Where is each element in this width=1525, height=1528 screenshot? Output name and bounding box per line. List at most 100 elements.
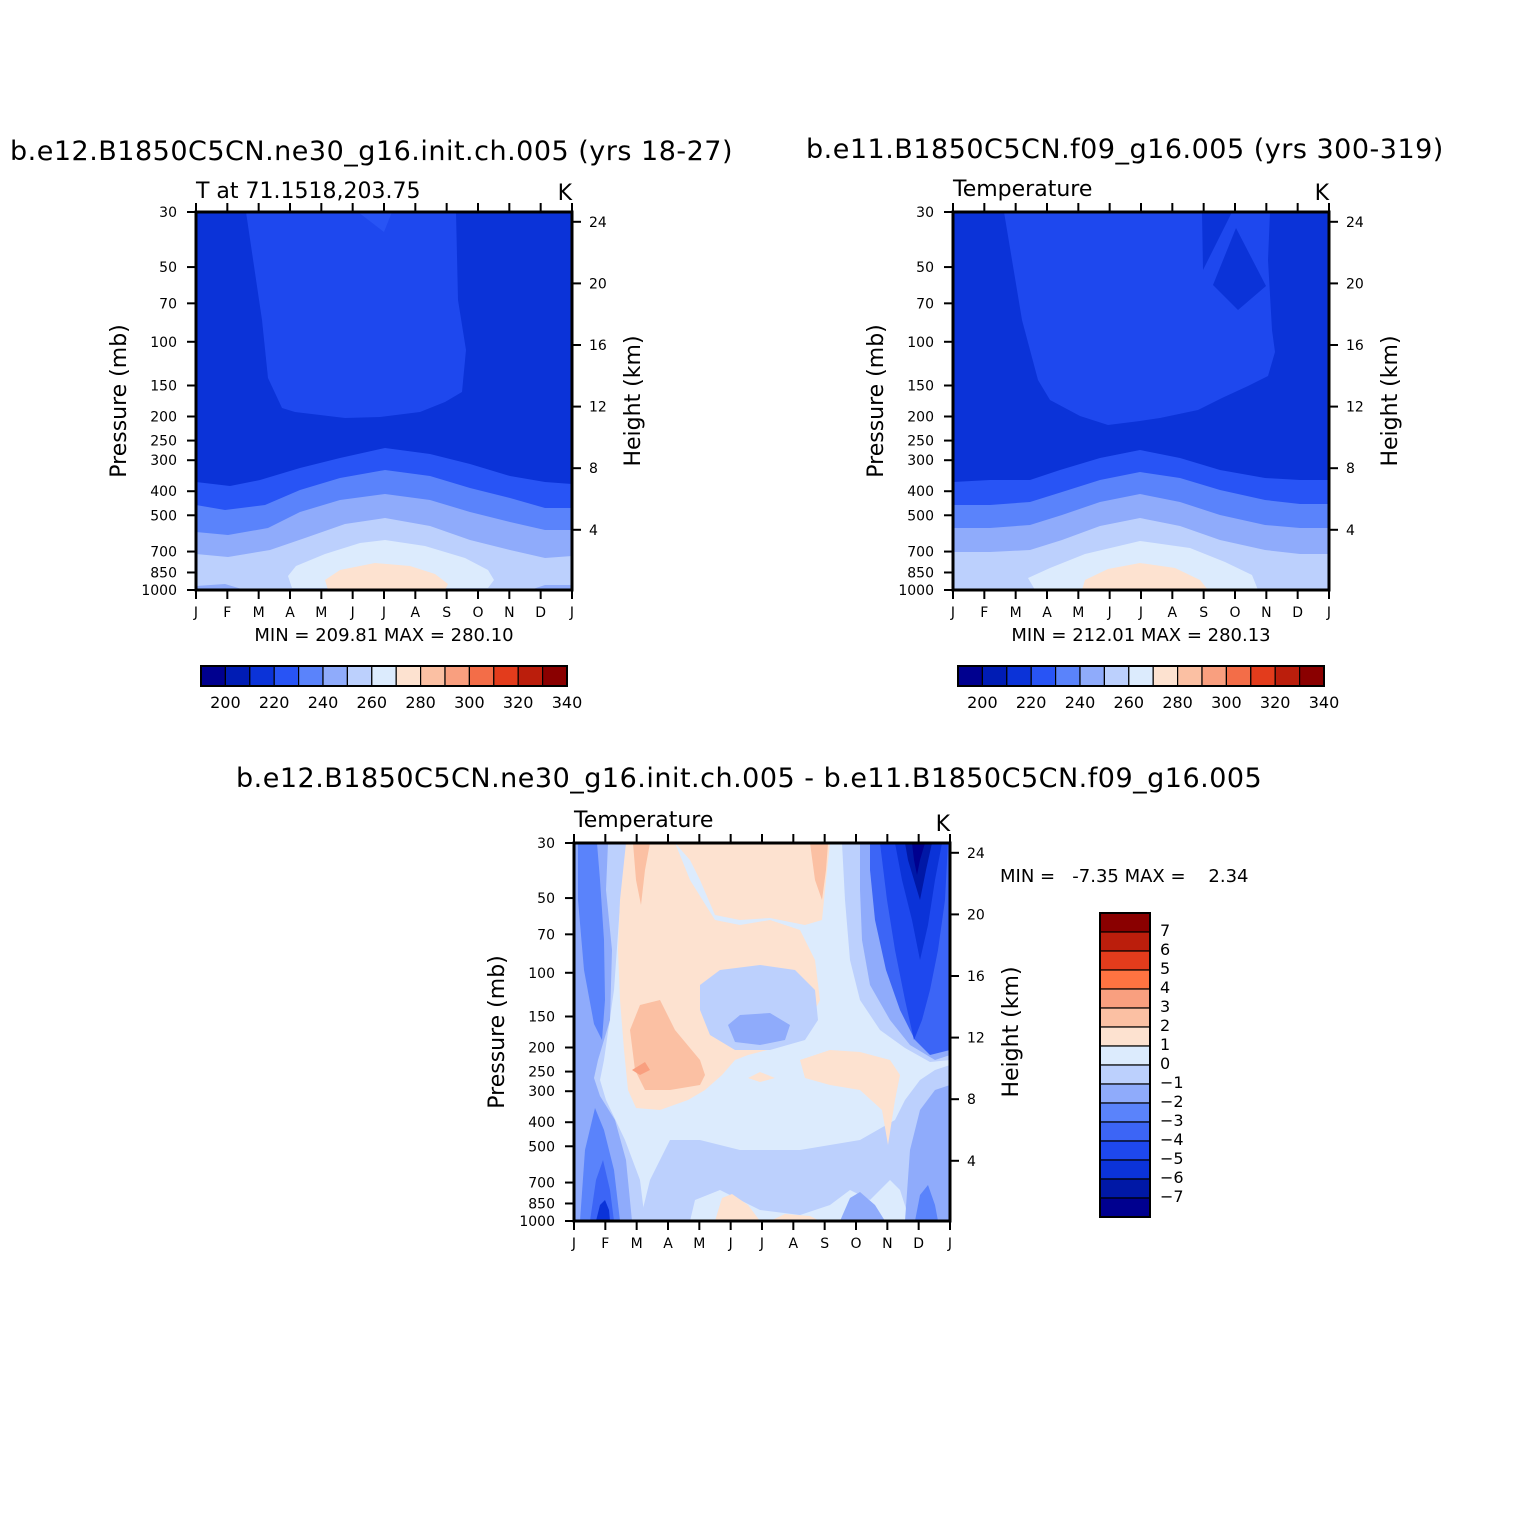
panel3-stats: MIN = -7.35 MAX = 2.34 bbox=[1000, 866, 1249, 887]
month-tick-label: J bbox=[947, 1236, 952, 1252]
colorbar-label: 6 bbox=[1160, 940, 1170, 959]
pressure-tick-label: 70 bbox=[537, 927, 555, 943]
panel1-colorbar: 200 220 240 260 280 300 320 340 bbox=[200, 665, 583, 712]
month-tick-label: A bbox=[285, 605, 295, 621]
month-tick-label: S bbox=[442, 605, 451, 621]
pressure-tick-label: 50 bbox=[159, 260, 177, 276]
pressure-tick-label: 200 bbox=[528, 1041, 555, 1057]
pressure-tick-label: 300 bbox=[528, 1084, 555, 1100]
month-tick-label: M bbox=[1072, 605, 1084, 621]
colorbar-swatch bbox=[1079, 665, 1105, 687]
colorbar-frame bbox=[1099, 912, 1151, 1218]
month-tick-label: M bbox=[315, 605, 327, 621]
colorbar-swatch bbox=[1099, 1045, 1151, 1066]
colorbar-swatch bbox=[1152, 665, 1179, 687]
month-tick-label: A bbox=[789, 1236, 799, 1252]
month-tick-label: O bbox=[1229, 605, 1240, 621]
month-tick-label: J bbox=[1326, 605, 1331, 621]
month-tick-label: M bbox=[631, 1236, 643, 1252]
p2-fill-level-280 bbox=[1082, 563, 1208, 590]
pressure-tick-label: 1000 bbox=[519, 1214, 555, 1230]
colorbar-label: 260 bbox=[357, 693, 388, 712]
p2-fill-level-215-region bbox=[1004, 212, 1275, 425]
colorbar-swatch bbox=[1099, 1083, 1151, 1104]
pressure-tick-label: 50 bbox=[537, 891, 555, 907]
colorbar-frame bbox=[957, 665, 1325, 687]
colorbar-swatch bbox=[322, 665, 348, 687]
pressure-tick-label: 700 bbox=[528, 1176, 555, 1192]
colorbar-label: 0 bbox=[1160, 1054, 1170, 1073]
panel2-ylabel: Pressure (mb) bbox=[864, 324, 889, 478]
colorbar-swatch bbox=[1250, 665, 1276, 687]
panel1-title: b.e12.B1850C5CN.ne30_g16.init.ch.005 (yr… bbox=[10, 136, 734, 167]
panel1-axes: J F M A M J J A S O N D J 30 50 70 100 150 200 250 300 400 500… bbox=[141, 203, 607, 621]
colorbar-swatch bbox=[420, 665, 446, 687]
month-tick-label: J bbox=[1138, 605, 1143, 621]
month-tick-label: A bbox=[1168, 605, 1178, 621]
month-tick-label: J bbox=[569, 605, 574, 621]
pressure-tick-label: 300 bbox=[150, 453, 177, 469]
pressure-tick-label: 500 bbox=[907, 508, 934, 524]
colorbar-swatch bbox=[1099, 988, 1151, 1009]
panel1-ylabel: Pressure (mb) bbox=[107, 324, 132, 478]
height-tick-label: 20 bbox=[589, 276, 607, 292]
p1-fill-level-215-region bbox=[246, 212, 466, 418]
p3-fill-level-plus2-top-left bbox=[633, 843, 650, 905]
height-tick-label: 24 bbox=[967, 846, 985, 862]
colorbar-swatch bbox=[493, 665, 519, 687]
colorbar-swatch bbox=[1099, 1064, 1151, 1085]
pressure-tick-label: 200 bbox=[150, 410, 177, 426]
p3-fill-level-plus1-bottom-blob bbox=[715, 1194, 760, 1221]
month-tick-label: J bbox=[950, 605, 955, 621]
pressure-tick-label: 250 bbox=[528, 1065, 555, 1081]
panel3-ylabel: Pressure (mb) bbox=[485, 955, 510, 1109]
height-tick-label: 16 bbox=[967, 969, 985, 985]
panel2-left-label: Temperature bbox=[952, 177, 1092, 202]
pressure-tick-label: 850 bbox=[528, 1196, 555, 1212]
pressure-tick-label: 300 bbox=[907, 453, 934, 469]
colorbar-label: −5 bbox=[1160, 1149, 1184, 1168]
panel2-colorbar: 200 220 240 260 280 300 320 340 bbox=[957, 665, 1339, 712]
panel3-ylabel-right: Height (km) bbox=[999, 966, 1024, 1097]
colorbar-swatch bbox=[1099, 931, 1151, 952]
month-tick-label: A bbox=[1042, 605, 1052, 621]
colorbar-label: −7 bbox=[1160, 1187, 1184, 1206]
p2-fill-level-225-cold-core-2 bbox=[1213, 228, 1266, 310]
panel3-plot: J F M A M J J A S O N D J305070100150200250300400500… bbox=[485, 808, 1249, 1252]
pressure-tick-label: 150 bbox=[907, 378, 934, 394]
colorbar-label: 220 bbox=[1016, 693, 1047, 712]
colorbar-label: 4 bbox=[1160, 978, 1170, 997]
height-tick-label: 4 bbox=[967, 1154, 976, 1170]
pressure-tick-label: 250 bbox=[907, 434, 934, 450]
month-tick-label: F bbox=[223, 605, 231, 621]
colorbar-swatch bbox=[298, 665, 324, 687]
colorbar-swatch bbox=[395, 665, 422, 687]
p3-fill-level-plus3-spot bbox=[632, 1062, 650, 1075]
pressure-tick-label: 850 bbox=[150, 565, 177, 581]
colorbar-swatch bbox=[1099, 1121, 1151, 1142]
pressure-tick-label: 30 bbox=[537, 836, 555, 852]
pressure-tick-label: 50 bbox=[916, 260, 934, 276]
height-tick-label: 16 bbox=[589, 338, 607, 354]
colorbar-label: 340 bbox=[552, 693, 583, 712]
p3-fill-level-plus1-top-band bbox=[675, 843, 830, 925]
height-tick-label: 24 bbox=[1346, 215, 1364, 231]
height-tick-label: 12 bbox=[1346, 400, 1364, 416]
month-tick-label: N bbox=[504, 605, 514, 621]
colorbar-label: 320 bbox=[1260, 693, 1291, 712]
panel2-axes: J F M A M J J A S O N D J 30 50 70 100 150 200 250 300 400 500… bbox=[898, 203, 1364, 621]
colorbar-label: 200 bbox=[210, 693, 241, 712]
colorbar-swatch bbox=[1099, 1159, 1151, 1180]
colorbar-swatch bbox=[1274, 665, 1301, 687]
colorbar-swatch bbox=[1099, 1140, 1151, 1161]
pressure-tick-label: 1000 bbox=[141, 583, 177, 599]
month-tick-label: M bbox=[1010, 605, 1022, 621]
colorbar-swatch bbox=[273, 665, 300, 687]
height-tick-label: 20 bbox=[1346, 276, 1364, 292]
pressure-tick-label: 500 bbox=[528, 1139, 555, 1155]
pressure-tick-label: 500 bbox=[150, 508, 177, 524]
month-tick-label: A bbox=[411, 605, 421, 621]
month-tick-label: F bbox=[601, 1236, 609, 1252]
month-tick-label: J bbox=[571, 1236, 576, 1252]
p3-fill-level-plus1-spot bbox=[748, 1072, 775, 1082]
